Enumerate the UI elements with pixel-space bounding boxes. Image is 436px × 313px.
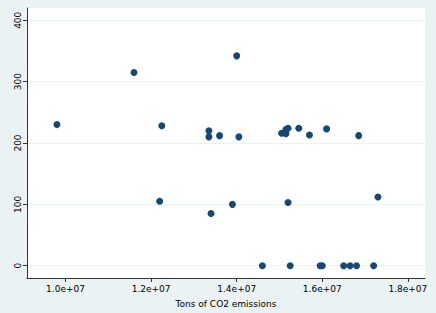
svg-text:400: 400	[13, 11, 23, 28]
svg-text:1.4e+07: 1.4e+07	[217, 284, 256, 294]
svg-text:300: 300	[13, 73, 23, 90]
svg-text:Tons of CO2 emissions: Tons of CO2 emissions	[175, 299, 277, 309]
svg-text:1.2e+07: 1.2e+07	[132, 284, 171, 294]
svg-text:1.8e+07: 1.8e+07	[388, 284, 427, 294]
svg-text:0: 0	[13, 263, 23, 269]
svg-text:1.0e+07: 1.0e+07	[46, 284, 85, 294]
svg-text:1.6e+07: 1.6e+07	[303, 284, 342, 294]
svg-text:200: 200	[13, 134, 23, 151]
svg-text:100: 100	[13, 196, 23, 213]
